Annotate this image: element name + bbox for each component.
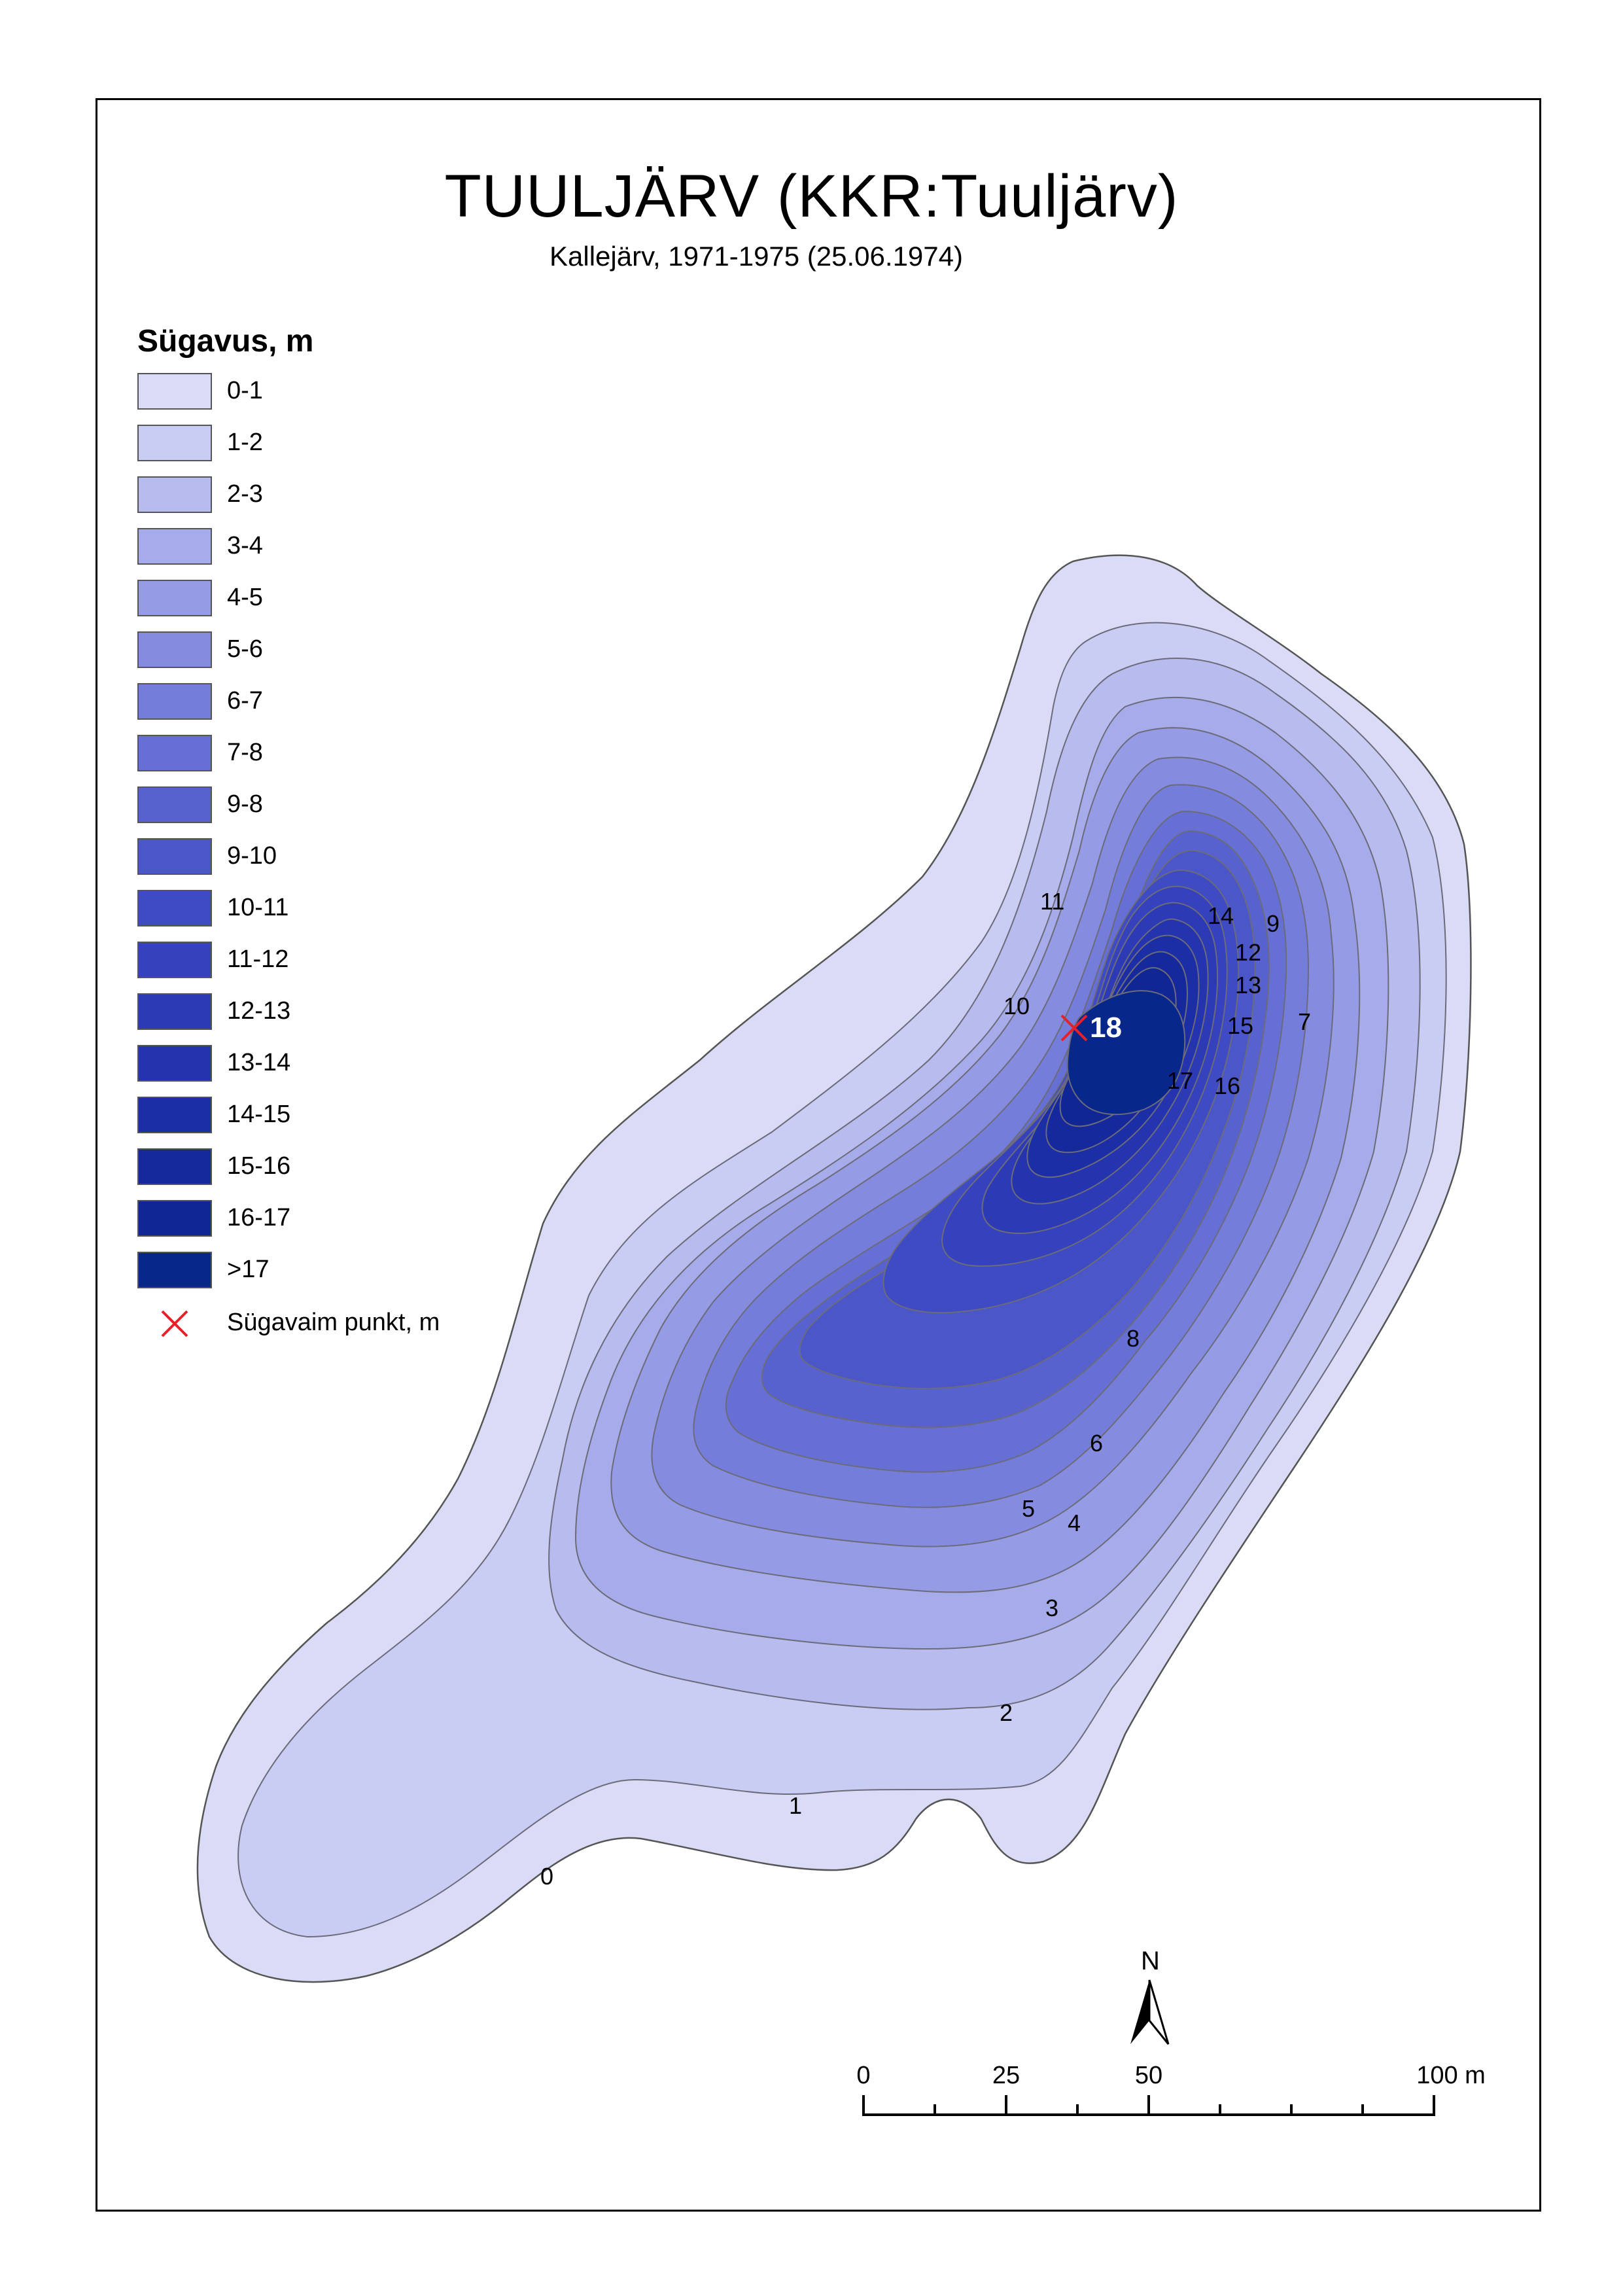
legend-swatch — [137, 528, 212, 565]
legend-label: 15-16 — [227, 1152, 291, 1180]
contour-label: 5 — [1022, 1495, 1035, 1522]
deepest-depth-label: 18 — [1090, 1012, 1122, 1044]
legend-label: 7-8 — [227, 739, 263, 766]
legend-label: 16-17 — [227, 1204, 291, 1231]
legend-swatch — [137, 942, 212, 978]
deepest-point-marker — [1060, 1014, 1088, 1042]
legend-label: >17 — [227, 1256, 270, 1283]
scale-bar: 0 25 50 100 m — [856, 2062, 1486, 2116]
contour-label: 13 — [1235, 972, 1261, 998]
legend-swatch — [137, 425, 212, 461]
legend-label: 5-6 — [227, 635, 263, 663]
map-title: TUULJÄRV (KKR:Tuuljärv) — [444, 163, 1179, 230]
legend-swatch — [137, 580, 212, 616]
legend-label: 6-7 — [227, 687, 263, 715]
contour-label: 6 — [1090, 1430, 1103, 1457]
contour-label: 9 — [1266, 910, 1280, 937]
legend-label: 1-2 — [227, 429, 263, 456]
legend-swatch — [137, 631, 212, 668]
scale-tick-label: 50 — [1135, 2062, 1162, 2089]
legend-label: Sügavaim punkt, m — [227, 1309, 440, 1336]
legend-label: 9-10 — [227, 842, 277, 870]
legend-label: 3-4 — [227, 532, 263, 559]
contour-label: 2 — [1000, 1699, 1013, 1726]
legend-swatch — [137, 373, 212, 410]
legend-swatch — [137, 735, 212, 771]
contour-label: 1 — [789, 1792, 802, 1819]
legend-label: 2-3 — [227, 480, 263, 508]
contour-label: 12 — [1235, 939, 1261, 966]
legend-label: 4-5 — [227, 584, 263, 611]
contour-label: 4 — [1068, 1510, 1081, 1536]
deepest-point-icon — [161, 1310, 188, 1337]
legend-label: 14-15 — [227, 1101, 291, 1128]
contour-label: 10 — [1003, 993, 1030, 1019]
contour-label: 8 — [1126, 1325, 1140, 1352]
map-subtitle: Kallejärv, 1971-1975 (25.06.1974) — [550, 241, 963, 272]
legend-label: 9-8 — [227, 790, 263, 818]
contour-label: 14 — [1208, 902, 1234, 929]
map-frame — [96, 98, 1541, 2212]
legend-label: 12-13 — [227, 997, 291, 1025]
legend-swatch — [137, 993, 212, 1030]
contour-label: 3 — [1045, 1595, 1058, 1621]
legend-swatch — [137, 683, 212, 720]
legend-swatch — [137, 786, 212, 823]
legend-swatch — [137, 890, 212, 927]
contour-label: 11 — [1040, 888, 1064, 915]
legend-swatch — [137, 1148, 212, 1185]
north-arrow: N — [1130, 1947, 1170, 2045]
legend-label: 13-14 — [227, 1049, 291, 1076]
contour-label: 17 — [1167, 1067, 1193, 1094]
contour-labels: 0 1 2 3 4 5 6 8 7 9 10 11 12 13 14 15 16… — [540, 888, 1311, 1890]
contour-label: 7 — [1298, 1008, 1311, 1035]
legend-swatch — [137, 1200, 212, 1237]
legend-label: 0-1 — [227, 377, 263, 404]
contour-label: 0 — [540, 1863, 553, 1890]
north-arrow-label: N — [1141, 1947, 1160, 1975]
depth-zone — [1066, 990, 1186, 1116]
scale-tick-label: 25 — [992, 2062, 1020, 2089]
scale-tick-label: 100 m — [1416, 2062, 1486, 2089]
contour-label: 16 — [1214, 1072, 1240, 1099]
scale-tick-label: 0 — [856, 2062, 870, 2089]
legend-title: Sügavus, m — [137, 324, 314, 359]
legend-label: 11-12 — [227, 945, 289, 973]
legend-swatch — [137, 1252, 212, 1288]
legend-label: 10-11 — [227, 894, 289, 921]
legend-swatch — [137, 476, 212, 513]
legend-swatch — [137, 1097, 212, 1133]
legend-swatch — [137, 838, 212, 875]
legend-swatch — [137, 1045, 212, 1082]
contour-label: 15 — [1227, 1012, 1253, 1039]
depth-contours — [196, 554, 1472, 1983]
